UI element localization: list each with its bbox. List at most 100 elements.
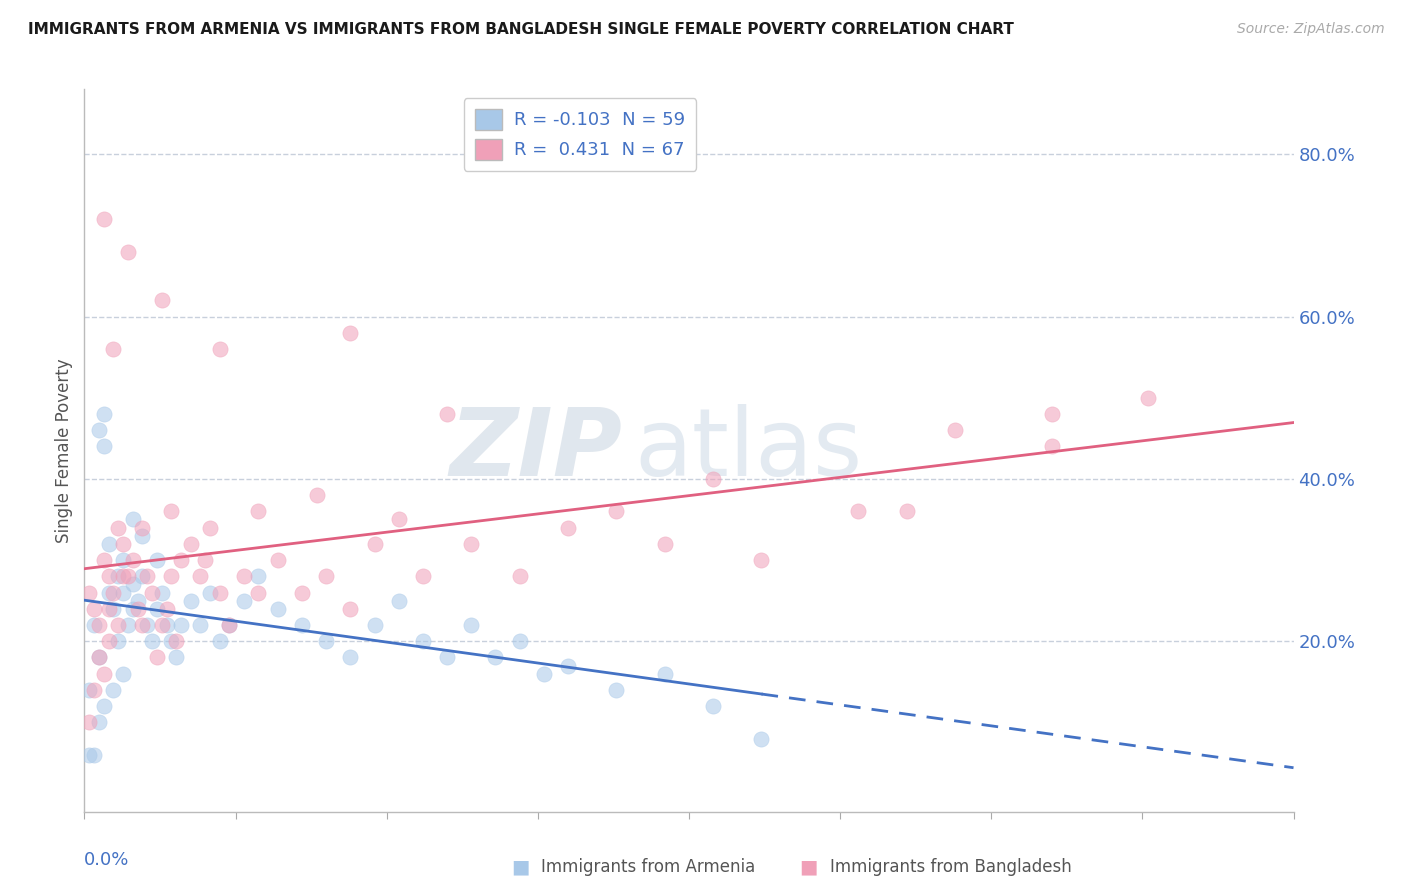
Point (363, 537, 385, 551)
Point (751, 731, 773, 746)
Point (131, 618, 153, 632)
Point (436, 407, 458, 421)
Point (751, 553, 773, 567)
Point (150, 618, 173, 632)
Point (112, 537, 135, 551)
Text: 0.0%: 0.0% (84, 852, 129, 870)
Point (155, 618, 177, 632)
Point (107, 569, 129, 583)
Point (233, 569, 256, 583)
Text: atlas: atlas (634, 404, 863, 497)
Point (83, 747, 105, 762)
Point (533, 666, 555, 681)
Point (112, 585, 135, 599)
Point (97, 634, 120, 648)
Point (131, 520, 153, 534)
Point (155, 601, 177, 615)
Point (190, 618, 212, 632)
Point (267, 601, 290, 615)
Point (1137, 391, 1160, 405)
Point (170, 553, 193, 567)
Point (247, 504, 270, 518)
Point (315, 569, 337, 583)
Point (141, 585, 163, 599)
Point (141, 634, 163, 648)
Point (247, 585, 270, 599)
Point (267, 553, 290, 567)
Point (388, 512, 411, 526)
Point (103, 585, 125, 599)
Point (146, 650, 169, 665)
Point (150, 585, 173, 599)
Point (131, 569, 153, 583)
Point (247, 569, 270, 583)
Point (87, 650, 110, 665)
Point (93, 212, 115, 227)
Point (218, 618, 240, 632)
Point (121, 553, 143, 567)
Point (460, 618, 482, 632)
Point (97, 585, 120, 599)
Point (103, 682, 125, 697)
Point (943, 423, 966, 437)
Point (208, 342, 231, 356)
Point (160, 569, 183, 583)
Point (103, 342, 125, 356)
Point (180, 537, 202, 551)
Point (460, 537, 482, 551)
Point (150, 293, 173, 308)
Point (121, 577, 143, 591)
Point (77, 747, 100, 762)
Point (896, 504, 918, 518)
Point (654, 666, 676, 681)
Point (412, 634, 434, 648)
Point (1040, 439, 1063, 453)
Point (605, 504, 627, 518)
Point (107, 520, 129, 534)
Point (388, 593, 411, 607)
Point (509, 569, 531, 583)
Point (87, 618, 110, 632)
Point (654, 537, 676, 551)
Point (412, 569, 434, 583)
Point (121, 601, 143, 615)
Point (127, 593, 149, 607)
Point (87, 715, 110, 730)
Text: ZIP: ZIP (450, 404, 623, 497)
Point (233, 593, 256, 607)
Point (509, 634, 531, 648)
Point (339, 650, 361, 665)
Point (1040, 407, 1063, 421)
Point (87, 423, 110, 437)
Point (136, 618, 159, 632)
Point (87, 650, 110, 665)
Point (77, 682, 100, 697)
Point (339, 326, 361, 340)
Y-axis label: Single Female Poverty: Single Female Poverty (55, 359, 73, 542)
Point (146, 601, 169, 615)
Point (160, 634, 183, 648)
Point (165, 634, 187, 648)
Point (107, 618, 129, 632)
Point (131, 529, 153, 543)
Text: ■: ■ (799, 857, 818, 877)
Point (112, 666, 135, 681)
Point (165, 650, 187, 665)
Point (117, 618, 139, 632)
Point (103, 601, 125, 615)
Point (180, 593, 202, 607)
Point (93, 407, 115, 421)
Point (846, 504, 869, 518)
Point (160, 504, 183, 518)
Point (702, 472, 724, 486)
Point (170, 618, 193, 632)
Point (93, 553, 115, 567)
Point (557, 658, 579, 673)
Point (194, 553, 217, 567)
Point (93, 439, 115, 453)
Point (146, 553, 169, 567)
Point (436, 650, 458, 665)
Point (121, 512, 143, 526)
Point (117, 244, 139, 259)
Point (136, 569, 159, 583)
